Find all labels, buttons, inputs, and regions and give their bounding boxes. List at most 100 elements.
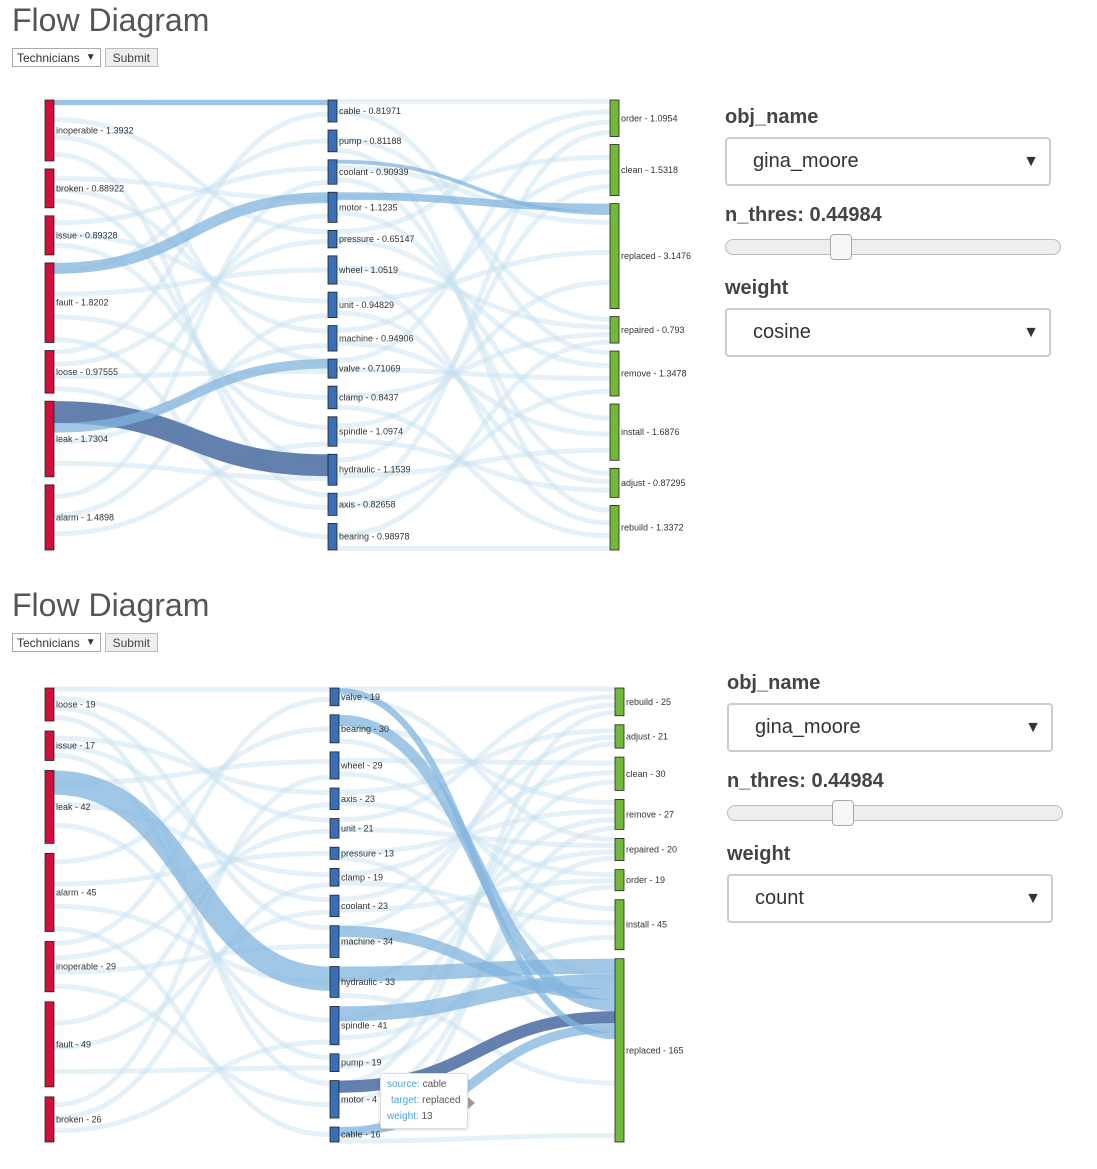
link-fault-clamp[interactable]: [53, 314, 329, 400]
n-thres-slider[interactable]: [725, 234, 1061, 260]
weight-select[interactable]: count ▼: [727, 874, 1053, 923]
node-fault[interactable]: [44, 262, 55, 343]
node-machine[interactable]: [329, 925, 340, 958]
node-fault[interactable]: [44, 1001, 55, 1088]
link-inoperable-motor[interactable]: [53, 983, 331, 1108]
node-cable[interactable]: [329, 1126, 340, 1143]
link-issue-axis[interactable]: [53, 735, 331, 796]
node-remove[interactable]: [614, 799, 625, 830]
n-thres-slider[interactable]: [727, 800, 1063, 826]
link-inoperable-valve[interactable]: [53, 696, 331, 946]
node-bearing[interactable]: [329, 714, 340, 744]
node-spindle[interactable]: [327, 416, 338, 447]
link-issue-pump[interactable]: [53, 752, 331, 1061]
link-fault-motor[interactable]: [53, 192, 329, 274]
link-alarm-spindle[interactable]: [53, 441, 329, 537]
node-inoperable[interactable]: [44, 941, 55, 993]
link-broken-wheel[interactable]: [53, 774, 331, 1108]
link-pump-rebuild[interactable]: [336, 147, 611, 513]
link-pump-adjust[interactable]: [338, 741, 616, 1060]
link-axis-order[interactable]: [336, 130, 611, 498]
link-motor-replaced[interactable]: [336, 192, 611, 212]
node-clean[interactable]: [609, 144, 620, 197]
link-bearing-repaired[interactable]: [336, 339, 611, 538]
link-cable-remove[interactable]: [336, 109, 611, 356]
node-motor[interactable]: [329, 1080, 340, 1119]
link-axis-adjust[interactable]: [338, 728, 616, 795]
link-hydraulic-clean[interactable]: [336, 184, 611, 463]
node-bearing[interactable]: [327, 523, 338, 551]
node-repaired[interactable]: [609, 316, 620, 344]
link-clamp-clean[interactable]: [338, 770, 616, 877]
link-cable-replaced[interactable]: [338, 1132, 616, 1144]
node-order[interactable]: [609, 99, 620, 137]
node-adjust[interactable]: [609, 467, 620, 498]
link-issue-coolant[interactable]: [53, 166, 329, 226]
node-pressure[interactable]: [327, 229, 338, 249]
link-loose-unit[interactable]: [53, 696, 331, 823]
slider-handle[interactable]: [829, 234, 852, 260]
link-leak-hydraulic[interactable]: [53, 460, 329, 482]
link-spindle-replaced[interactable]: [336, 279, 611, 429]
link-unit-adjust[interactable]: [336, 310, 611, 485]
node-leak[interactable]: [44, 400, 55, 478]
link-motor-rebuild[interactable]: [338, 710, 616, 1086]
submit-button[interactable]: Submit: [104, 633, 158, 652]
node-remove[interactable]: [609, 350, 620, 397]
node-rebuild[interactable]: [614, 687, 625, 717]
node-pump[interactable]: [329, 1053, 340, 1072]
link-machine-rebuild[interactable]: [338, 702, 616, 931]
node-clamp[interactable]: [327, 385, 338, 410]
link-issue-unit[interactable]: [53, 231, 329, 304]
link-coolant-adjust[interactable]: [338, 734, 616, 902]
group-select[interactable]: Technicians ▼: [12, 633, 101, 652]
link-coolant-order[interactable]: [338, 878, 616, 913]
link-inoperable-axis[interactable]: [53, 151, 329, 498]
link-wheel-repaired[interactable]: [336, 265, 611, 330]
node-install[interactable]: [609, 403, 620, 461]
node-inoperable[interactable]: [44, 99, 55, 162]
node-alarm[interactable]: [44, 484, 55, 551]
node-clean[interactable]: [614, 756, 625, 791]
node-pump[interactable]: [327, 129, 338, 153]
link-leak-spindle[interactable]: [53, 822, 331, 1023]
node-install[interactable]: [614, 899, 625, 951]
link-wheel-clean[interactable]: [338, 757, 616, 766]
link-alarm-unit[interactable]: [53, 313, 329, 518]
link-unit-repaired[interactable]: [338, 827, 616, 849]
link-fault-coolant[interactable]: [53, 909, 331, 1050]
node-leak[interactable]: [44, 770, 55, 844]
node-issue[interactable]: [44, 730, 55, 761]
link-inoperable-pressure[interactable]: [53, 117, 329, 235]
link-pump-repaired[interactable]: [336, 137, 611, 322]
link-broken-clamp[interactable]: [53, 882, 331, 1121]
node-issue[interactable]: [44, 215, 55, 256]
weight-select[interactable]: cosine ▼: [725, 308, 1051, 357]
link-leak-hydraulic[interactable]: [53, 770, 331, 991]
node-clamp[interactable]: [329, 867, 340, 887]
slider-handle[interactable]: [831, 800, 854, 826]
node-order[interactable]: [614, 869, 625, 892]
node-pressure[interactable]: [329, 846, 340, 860]
link-machine-install[interactable]: [336, 340, 611, 437]
link-broken-hydraulic[interactable]: [53, 198, 329, 464]
node-replaced[interactable]: [609, 203, 620, 310]
obj-name-select[interactable]: gina_moore ▼: [727, 703, 1053, 752]
node-adjust[interactable]: [614, 724, 625, 749]
node-axis[interactable]: [329, 787, 340, 810]
node-machine[interactable]: [327, 325, 338, 352]
node-hydraulic[interactable]: [329, 966, 340, 998]
node-loose[interactable]: [44, 350, 55, 394]
node-hydraulic[interactable]: [327, 453, 338, 486]
obj-name-select[interactable]: gina_moore ▼: [725, 137, 1051, 186]
link-coolant-replaced[interactable]: [336, 159, 611, 215]
link-wheel-install[interactable]: [338, 771, 616, 912]
link-fault-axis[interactable]: [53, 802, 331, 1026]
node-broken[interactable]: [44, 168, 55, 209]
link-pressure-remove[interactable]: [338, 808, 616, 856]
node-repaired[interactable]: [614, 838, 625, 862]
link-spindle-install[interactable]: [338, 934, 616, 1041]
link-issue-spindle[interactable]: [53, 242, 329, 430]
link-spindle-replaced[interactable]: [338, 973, 616, 1022]
link-wheel-rebuild[interactable]: [336, 279, 611, 526]
